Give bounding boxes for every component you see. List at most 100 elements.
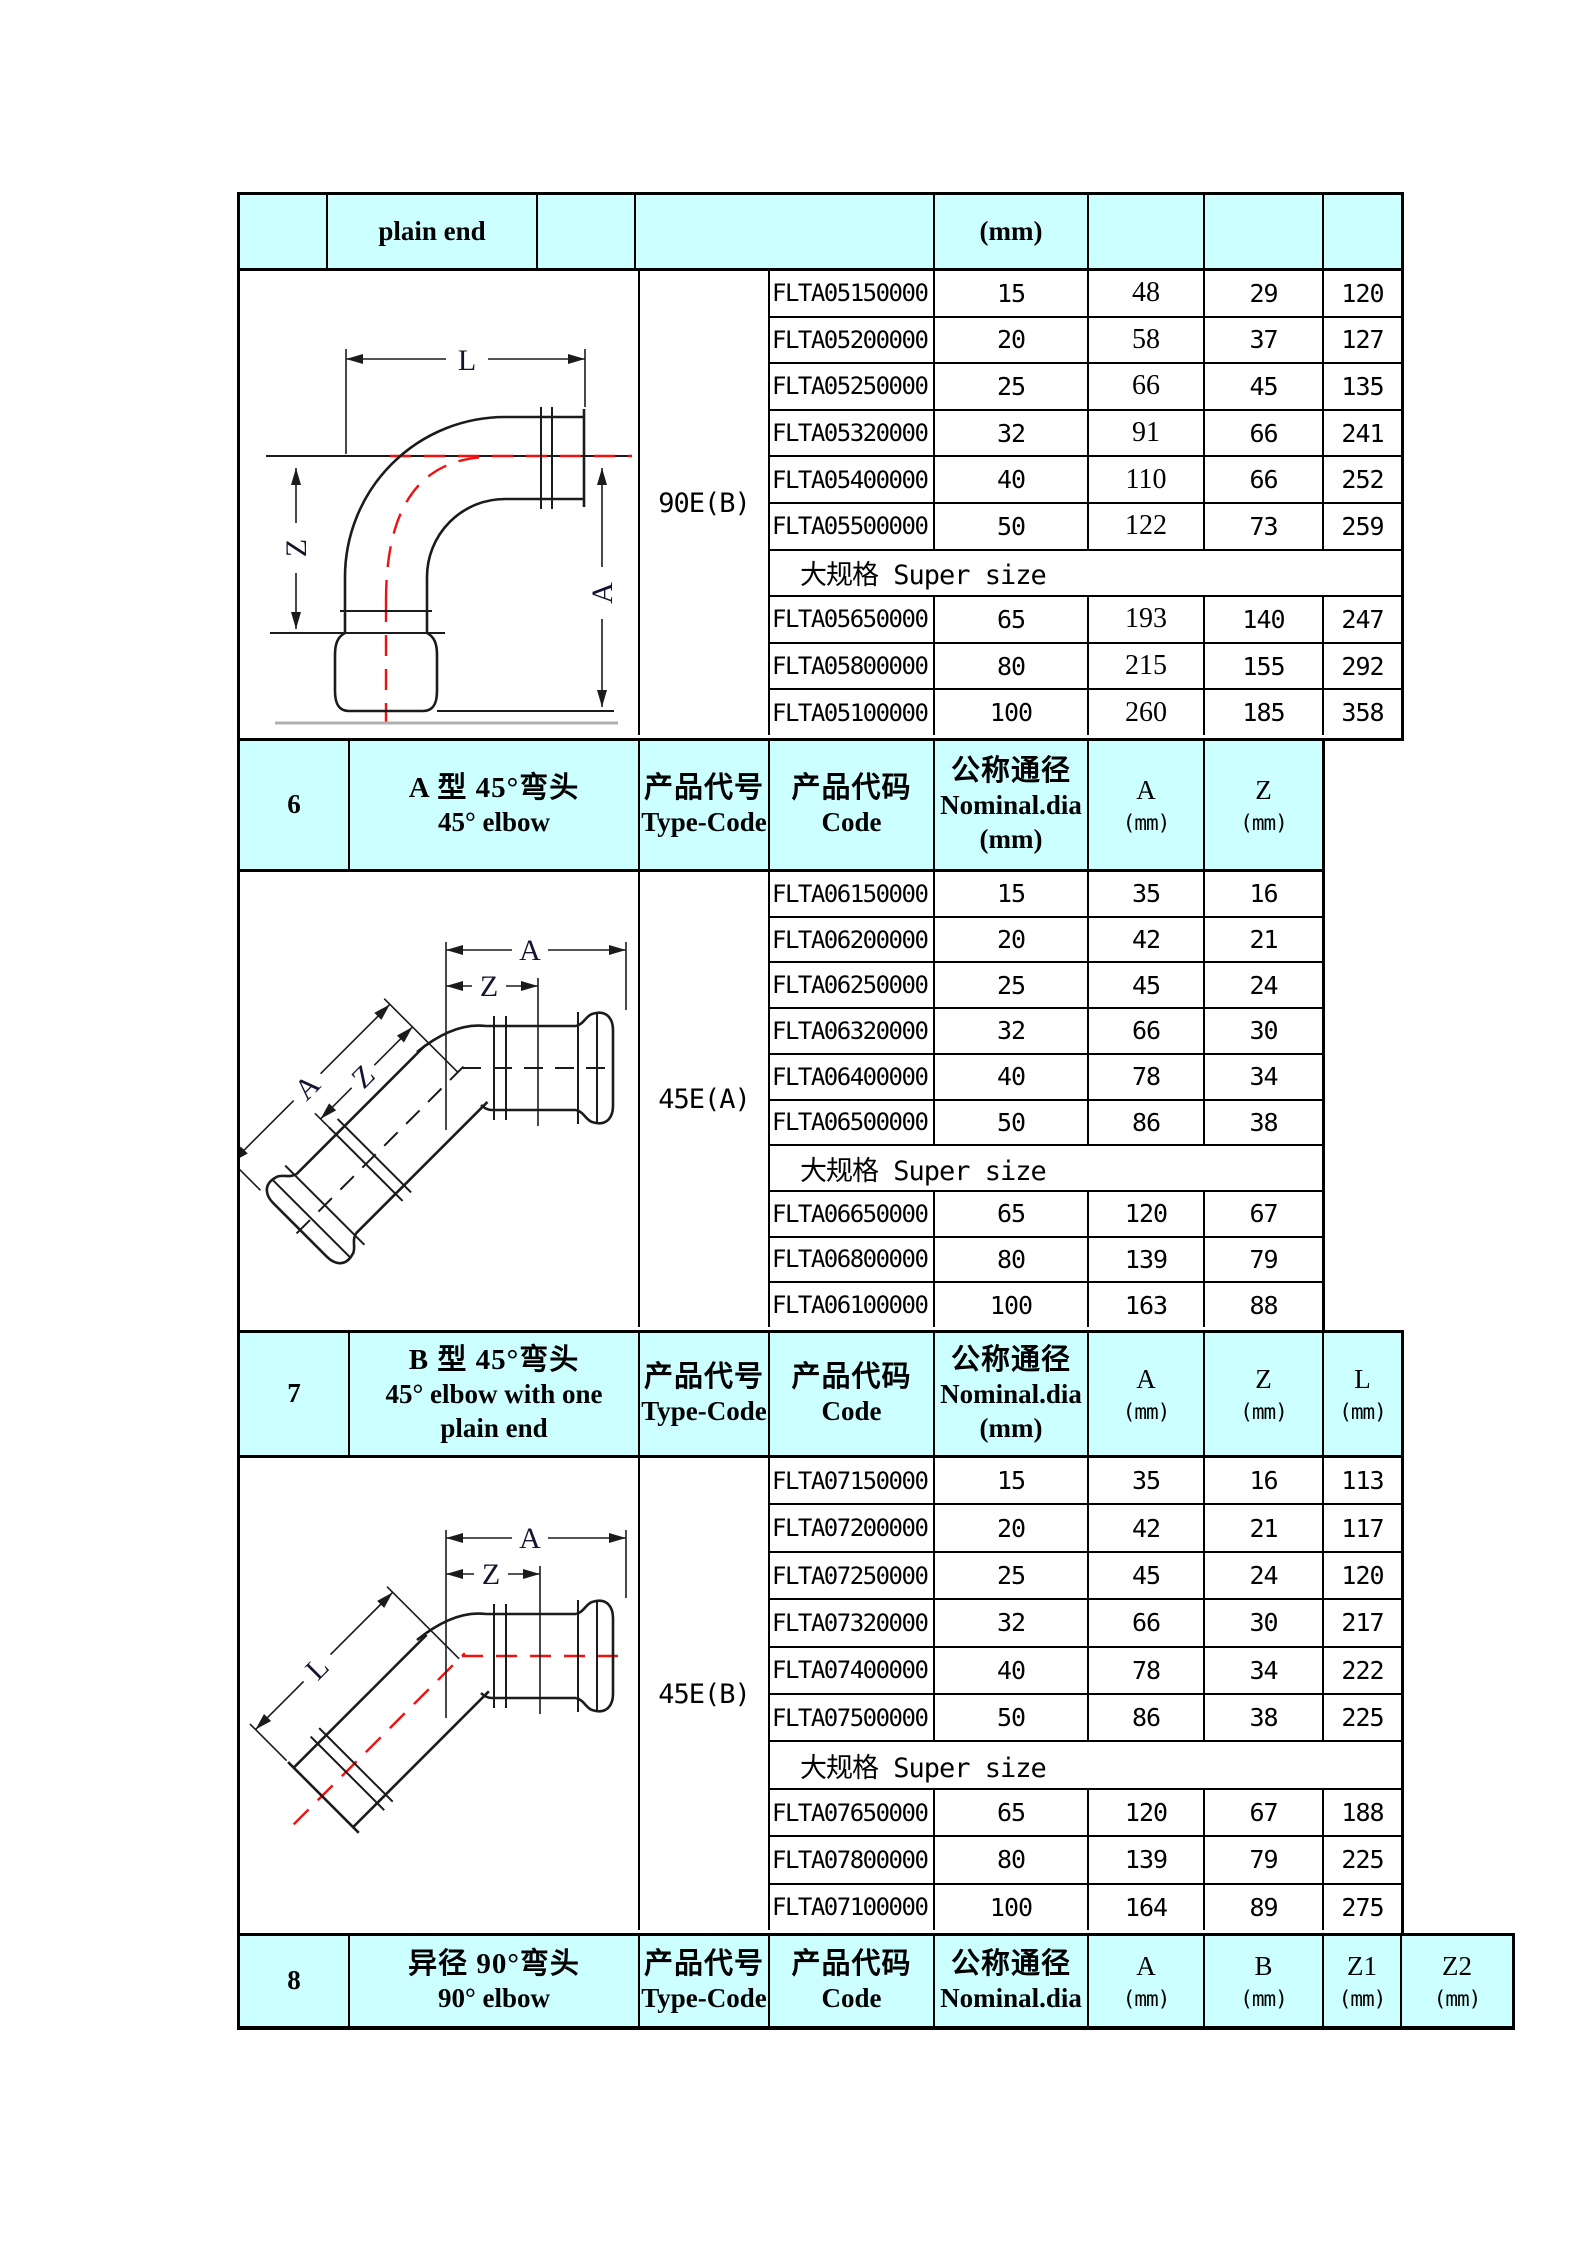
col-a-unit: (mm) xyxy=(1122,1987,1171,2012)
a-cell: 42 xyxy=(1089,917,1205,962)
dn-cell: 80 xyxy=(935,1237,1089,1282)
code-cell: FLTA05200000 xyxy=(770,317,935,363)
z-cell: 24 xyxy=(1249,970,1278,1000)
header-cell-nominal-unit: (mm) xyxy=(935,195,1089,268)
super-size-row: 大规格 Super size xyxy=(770,1146,1322,1192)
super-size-label: 大规格 Super size xyxy=(800,1752,1047,1784)
table-row: FLTA05150000 15 48 29 120 xyxy=(770,271,1401,318)
table-row: FLTA07500000 50 86 38 225 xyxy=(770,1695,1401,1743)
dn-cell: 20 xyxy=(935,1505,1089,1551)
code-cell: FLTA05400000 xyxy=(770,457,935,502)
l-cell: 113 xyxy=(1341,1466,1384,1496)
col-z2-unit: (mm) xyxy=(1433,1987,1482,2012)
section-5-partial-header: plain end (mm) xyxy=(240,195,1401,271)
super-size-label: 大规格 Super size xyxy=(800,1155,1047,1187)
col-a-letter: A xyxy=(1136,1950,1156,1981)
dn-cell: 32 xyxy=(935,1009,1089,1053)
l-cell: 241 xyxy=(1341,418,1384,448)
plain-end-label: plain end xyxy=(378,215,486,246)
table-row: FLTA05250000 25 66 45 135 xyxy=(770,364,1401,411)
section-number-cell: 7 xyxy=(240,1333,350,1455)
type-code-label-en: Type-Code xyxy=(641,1983,767,2014)
code-cell: FLTA07650000 xyxy=(770,1789,935,1836)
type-code-45EA: 45E(A) xyxy=(658,1084,751,1115)
dn-cell: 65 xyxy=(935,1191,1089,1236)
section-number: 7 xyxy=(287,1378,301,1409)
type-code-cell: 45E(A) xyxy=(640,872,770,1327)
l-cell: 188 xyxy=(1341,1798,1384,1828)
code-label-zh: 产品代码 xyxy=(791,1361,912,1393)
product-name-cell: 异径 90°弯头 90° elbow xyxy=(350,1936,640,2026)
table-row: FLTA07150000 15 35 16 113 xyxy=(770,1458,1401,1506)
product-name-en: 90° elbow xyxy=(437,1983,551,2014)
dn-cell: 50 xyxy=(935,503,1089,549)
technical-drawing-90-elbow-plain-end: L Z A xyxy=(240,271,640,735)
table-row: FLTA07100000 100 164 89 275 xyxy=(770,1884,1401,1931)
type-code-cell: 90E(B) xyxy=(640,271,770,735)
l-cell: 247 xyxy=(1341,604,1384,634)
table-row: FLTA07200000 20 42 21 117 xyxy=(770,1505,1401,1553)
a-cell: 122 xyxy=(1089,503,1205,549)
z-cell: 21 xyxy=(1249,925,1278,955)
dn-cell: 40 xyxy=(935,457,1089,502)
type-code-header-cell: 产品代号 Type-Code xyxy=(640,1333,770,1455)
type-code-45EB: 45E(B) xyxy=(658,1678,751,1710)
technical-drawing-45-elbow: A Z xyxy=(240,872,640,1327)
dn-cell: 100 xyxy=(935,1884,1089,1931)
l-cell: 259 xyxy=(1341,511,1384,541)
l-cell: 127 xyxy=(1341,325,1384,355)
dn-cell: 80 xyxy=(935,1837,1089,1883)
section-7-header: 7 B 型 45°弯头 45° elbow with one plain end… xyxy=(240,1333,1401,1458)
z-cell: 66 xyxy=(1205,410,1324,456)
dim-label-L: L xyxy=(458,344,476,377)
col-z2-letter: Z2 xyxy=(1442,1950,1472,1981)
a-cell: 163 xyxy=(1089,1283,1205,1328)
table-row: FLTA05500000 50 122 73 259 xyxy=(770,503,1401,551)
col-a-header-cell: A (mm) xyxy=(1089,1936,1205,2026)
l-cell: 292 xyxy=(1341,651,1384,681)
a-cell: 91 xyxy=(1089,410,1205,456)
col-b-header-cell: B (mm) xyxy=(1205,1936,1324,2026)
a-cell: 66 xyxy=(1089,1009,1205,1053)
a-cell: 66 xyxy=(1089,1600,1205,1646)
l-cell: 222 xyxy=(1341,1655,1384,1685)
dn-cell: 65 xyxy=(935,597,1089,642)
code-cell: FLTA05150000 xyxy=(770,271,935,316)
code-cell: FLTA05650000 xyxy=(770,597,935,642)
l-cell: 225 xyxy=(1341,1703,1384,1733)
section-6-table: 6 A 型 45°弯头 45° elbow 产品代号 Type-Code 产品代… xyxy=(237,738,1325,1333)
type-code-header-cell: 产品代号 Type-Code xyxy=(640,1936,770,2026)
a-cell: 35 xyxy=(1089,1458,1205,1504)
z-cell: 73 xyxy=(1205,503,1324,549)
nominal-label-zh: 公称通径 xyxy=(950,755,1071,788)
code-cell: FLTA07800000 xyxy=(770,1837,935,1883)
header-cell-empty xyxy=(538,195,636,268)
z-cell: 38 xyxy=(1249,1107,1278,1137)
header-cell-empty xyxy=(1205,195,1324,268)
z-cell: 34 xyxy=(1205,1647,1324,1694)
col-z-header-cell: Z (mm) xyxy=(1205,741,1322,869)
table-row: FLTA05800000 80 215 155 292 xyxy=(770,643,1401,691)
nominal-label-zh: 公称通径 xyxy=(950,1948,1071,1980)
code-label-zh: 产品代码 xyxy=(791,1948,912,1980)
type-code-label-zh: 产品代号 xyxy=(643,772,764,804)
header-cell-name-tail: plain end xyxy=(328,195,538,268)
dn-cell: 40 xyxy=(935,1054,1089,1099)
z-cell: 89 xyxy=(1205,1884,1324,1931)
section-number: 6 xyxy=(287,789,301,820)
section-7-grid: FLTA07150000 15 35 16 113 FLTA07200000 20 42 21… xyxy=(770,1458,1401,1931)
z-cell: 34 xyxy=(1249,1062,1278,1092)
table-row: FLTA07800000 80 139 79 225 xyxy=(770,1837,1401,1885)
elbow-45B-drawing: L xyxy=(249,1522,627,1834)
code-label-en: Code xyxy=(821,807,882,838)
product-name-en-2: plain end xyxy=(440,1413,548,1444)
l-cell: 225 xyxy=(1341,1845,1384,1875)
table-row: FLTA05200000 20 58 37 127 xyxy=(770,317,1401,365)
dn-cell: 80 xyxy=(935,643,1089,689)
a-cell: 260 xyxy=(1089,690,1205,735)
col-a-unit: (mm) xyxy=(1122,1400,1171,1425)
dim-label-top-Z: Z xyxy=(482,1558,500,1591)
col-z1-header-cell: Z1 (mm) xyxy=(1324,1936,1402,2026)
code-cell: FLTA06800000 xyxy=(770,1237,935,1282)
z-cell: 16 xyxy=(1205,1458,1324,1504)
